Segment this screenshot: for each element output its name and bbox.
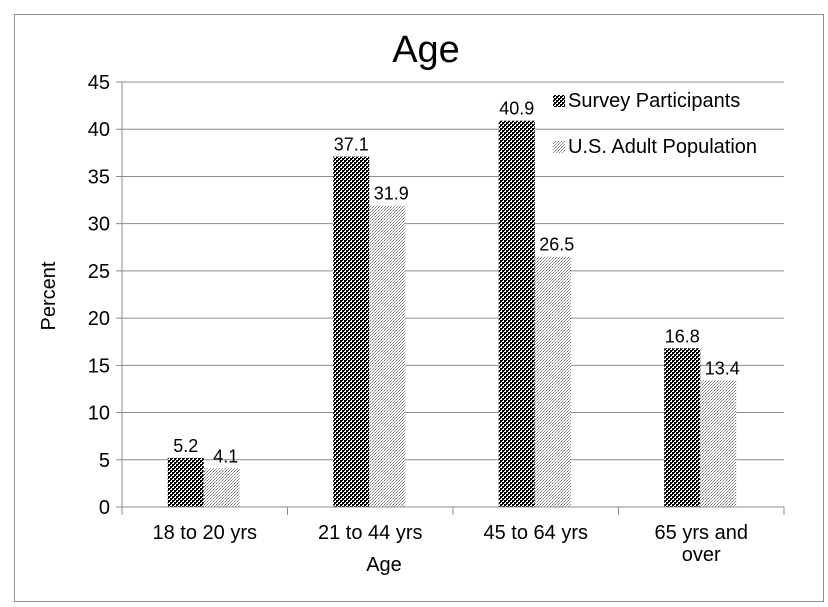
y-tick-label: 45 [88, 72, 110, 94]
bar-survey-participants [498, 120, 535, 507]
legend-label: Survey Participants [568, 90, 740, 112]
bar-survey-participants [664, 348, 701, 507]
bar-survey-participants [167, 457, 204, 507]
y-axis-title: Percent [38, 261, 60, 330]
legend-label: U.S. Adult Population [568, 136, 757, 158]
legend: Survey Participants U.S. Adult Population [553, 90, 757, 158]
axes: 0 5 10 15 20 25 30 35 40 45 18 to 20 yrs 21 to 44 y… [88, 72, 785, 566]
y-tick-label: 5 [99, 450, 110, 472]
data-label: 26.5 [539, 235, 574, 255]
data-label: 4.1 [213, 446, 238, 466]
x-tick-label: 18 to 20 yrs [152, 522, 257, 544]
x-tick-label: 65 yrs and [655, 522, 748, 544]
bar-us-adult-population [700, 380, 737, 507]
chart-title: Age [392, 29, 460, 71]
data-label: 5.2 [173, 436, 198, 456]
y-tick-label: 25 [88, 261, 110, 283]
bar-us-adult-population [534, 256, 571, 507]
data-label: 37.1 [334, 135, 369, 155]
y-tick-label: 35 [88, 166, 110, 188]
y-tick-label: 10 [88, 403, 110, 425]
x-axis-title: Age [366, 554, 402, 576]
y-tick-label: 20 [88, 308, 110, 330]
bar-us-adult-population [369, 205, 406, 507]
y-tick-label: 40 [88, 119, 110, 141]
data-labels: 5.2 4.1 37.1 31.9 40.9 26.5 16.813.4 [173, 99, 740, 467]
legend-swatch [553, 141, 565, 153]
data-label: 40.9 [499, 99, 534, 119]
legend-swatch [553, 95, 565, 107]
x-tick-label: 45 to 64 yrs [483, 522, 588, 544]
bars [167, 120, 737, 507]
bar-us-adult-population [203, 468, 240, 507]
data-label: 13.4 [705, 358, 740, 378]
y-tick-label: 15 [88, 355, 110, 377]
y-tick-label: 30 [88, 214, 110, 236]
x-tick-label: over [682, 544, 721, 566]
data-label: 31.9 [374, 184, 409, 204]
data-label: 16.8 [665, 326, 700, 346]
x-tick-label: 21 to 44 yrs [318, 522, 423, 544]
bar-survey-participants [333, 156, 370, 507]
y-tick-label: 0 [99, 497, 110, 519]
